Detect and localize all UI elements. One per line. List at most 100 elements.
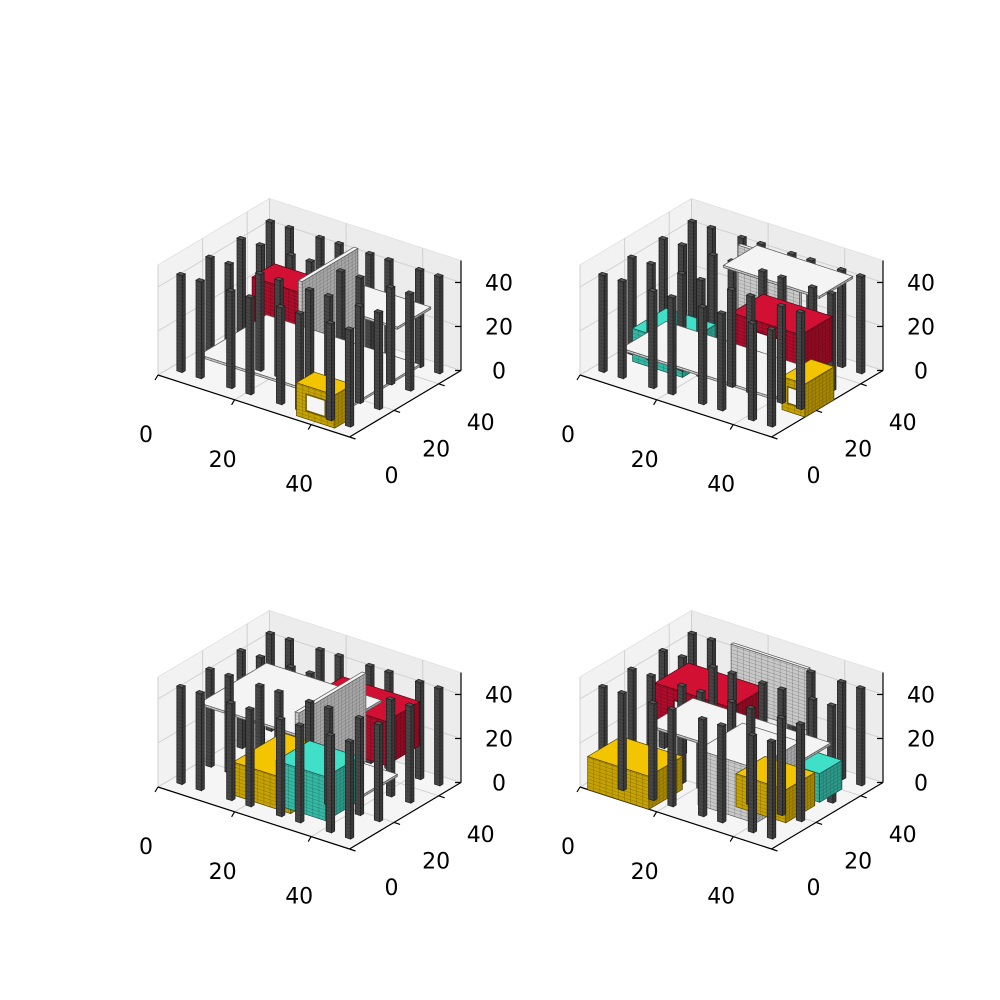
pillar-9-top-face <box>666 706 678 711</box>
pillar-6-voxel-grid <box>687 222 697 317</box>
pillar-6-top-face <box>265 630 276 635</box>
tick-labels: 0 20 40 0 20 40 0 20 40 <box>561 684 935 910</box>
y-tick-mark <box>393 409 401 413</box>
y-tick-label: 20 <box>844 849 872 874</box>
y-axis-line <box>349 369 462 438</box>
pillar-9-top-face <box>244 294 256 299</box>
pillar-25-voxel-grid <box>345 330 354 424</box>
pillar-30-top-face <box>836 266 847 272</box>
y-tick-label: 20 <box>422 849 450 874</box>
pillar-31 <box>433 685 444 787</box>
pillar-31 <box>855 685 866 787</box>
y-tick-label: 40 <box>889 823 917 848</box>
y-tick-mark <box>438 795 445 799</box>
x-tick-mark <box>576 786 581 793</box>
pillar-24 <box>747 320 758 422</box>
pillar-2-top-face <box>626 666 638 671</box>
pillar-27 <box>795 721 806 823</box>
pillar-0-side-face <box>181 273 186 374</box>
x-tick-label: 20 <box>631 448 659 473</box>
pillar-31-voxel-grid <box>856 276 866 371</box>
pillar-8-voxel-grid <box>226 703 236 798</box>
pillar-16-top-face <box>275 304 286 309</box>
y-tick-label: 0 <box>807 464 821 489</box>
pillar-7-top-face <box>284 636 295 642</box>
x-tick-label: 0 <box>561 423 575 448</box>
pillar-8-top-face <box>225 287 236 293</box>
pillar-9-voxel-grid <box>245 709 255 804</box>
pillar-14-top-face <box>736 234 748 240</box>
pillar-24 <box>325 732 336 834</box>
pillar-29-top-face <box>404 290 415 295</box>
pillar-1 <box>195 278 206 380</box>
pillar-9-top-face <box>244 706 256 711</box>
pillar-24-voxel-grid <box>326 735 335 830</box>
pillar-30-top-face <box>836 678 847 684</box>
pillar-20-top-face <box>335 268 346 273</box>
pillar-3-top-face <box>224 672 235 678</box>
pillar-2-top-face <box>204 666 216 671</box>
pillar-9 <box>244 706 256 808</box>
pillar-25 <box>766 326 777 428</box>
pillar-14-top-face <box>314 646 326 652</box>
pillar-28-top-face <box>807 696 818 701</box>
pillar-26-voxel-grid <box>355 718 364 813</box>
pillar-12-top-face <box>707 664 719 669</box>
pillar-27-voxel-grid <box>374 312 383 407</box>
pillar-16-side-face <box>281 717 286 818</box>
pillar-4-front-face <box>236 237 243 338</box>
subplot-bottom-left: 0 20 40 0 20 40 0 20 40 <box>139 609 513 910</box>
pillar-10-top-face <box>254 682 265 687</box>
pillar-25-top-face <box>766 738 777 743</box>
pillar-6-top-face <box>687 630 698 635</box>
pillar-20-top-face <box>757 680 768 685</box>
pillar-28-side-face <box>391 697 396 798</box>
pillar-29 <box>404 290 415 392</box>
pillar-28-top-face <box>385 284 396 289</box>
pillar-7-top-face <box>706 224 717 230</box>
pillar-25 <box>344 326 355 428</box>
pillar-21-top-face <box>776 274 788 279</box>
pillar-27 <box>795 309 806 411</box>
pillar-17 <box>716 722 727 824</box>
pillar-9 <box>666 294 678 396</box>
pillar-0-front-face <box>176 273 183 374</box>
x-tick-mark <box>154 786 159 793</box>
pillar-27 <box>373 721 384 823</box>
pillar-16-top-face <box>697 304 708 309</box>
pillar-25-top-face <box>344 326 355 331</box>
pillar-25-voxel-grid <box>767 742 776 836</box>
y-axis-line <box>349 781 462 850</box>
pillar-8-voxel-grid <box>648 291 658 386</box>
pillar-9 <box>666 706 678 808</box>
pillar-4-top-face <box>658 647 669 653</box>
pillar-4-side-face <box>242 237 246 338</box>
voxel-content <box>597 218 866 428</box>
pillar-16-side-face <box>703 717 708 818</box>
pillar-5-top-face <box>677 242 688 247</box>
pillar-25 <box>344 738 355 840</box>
pillar-8-side-face <box>231 289 236 390</box>
x-tick-mark <box>307 836 312 842</box>
x-tick-mark <box>653 811 658 818</box>
pillar-0-front-face <box>598 273 605 374</box>
pillar-27-top-face <box>795 309 806 314</box>
pillar-1-front-face <box>195 279 202 380</box>
pillar-1 <box>195 690 206 792</box>
pillar-15-top-face <box>756 240 767 246</box>
y-tick-label: 40 <box>467 823 495 848</box>
pillar-0-side-face <box>603 273 608 374</box>
x-tick-label: 0 <box>139 423 153 448</box>
pillar-1-voxel-grid <box>195 693 205 788</box>
pillar-28-side-face <box>391 285 396 386</box>
y-tick-mark <box>771 848 778 852</box>
pillar-24 <box>325 320 336 422</box>
pillar-11-top-face <box>273 688 285 694</box>
x-tick-mark <box>729 424 734 430</box>
pillar-29 <box>404 702 415 804</box>
pillar-24-voxel-grid <box>748 323 757 418</box>
z-tick-label: 0 <box>492 360 506 385</box>
pillar-2-top-face <box>204 254 216 259</box>
pillar-6 <box>687 218 698 321</box>
y-tick-label: 0 <box>385 876 399 901</box>
